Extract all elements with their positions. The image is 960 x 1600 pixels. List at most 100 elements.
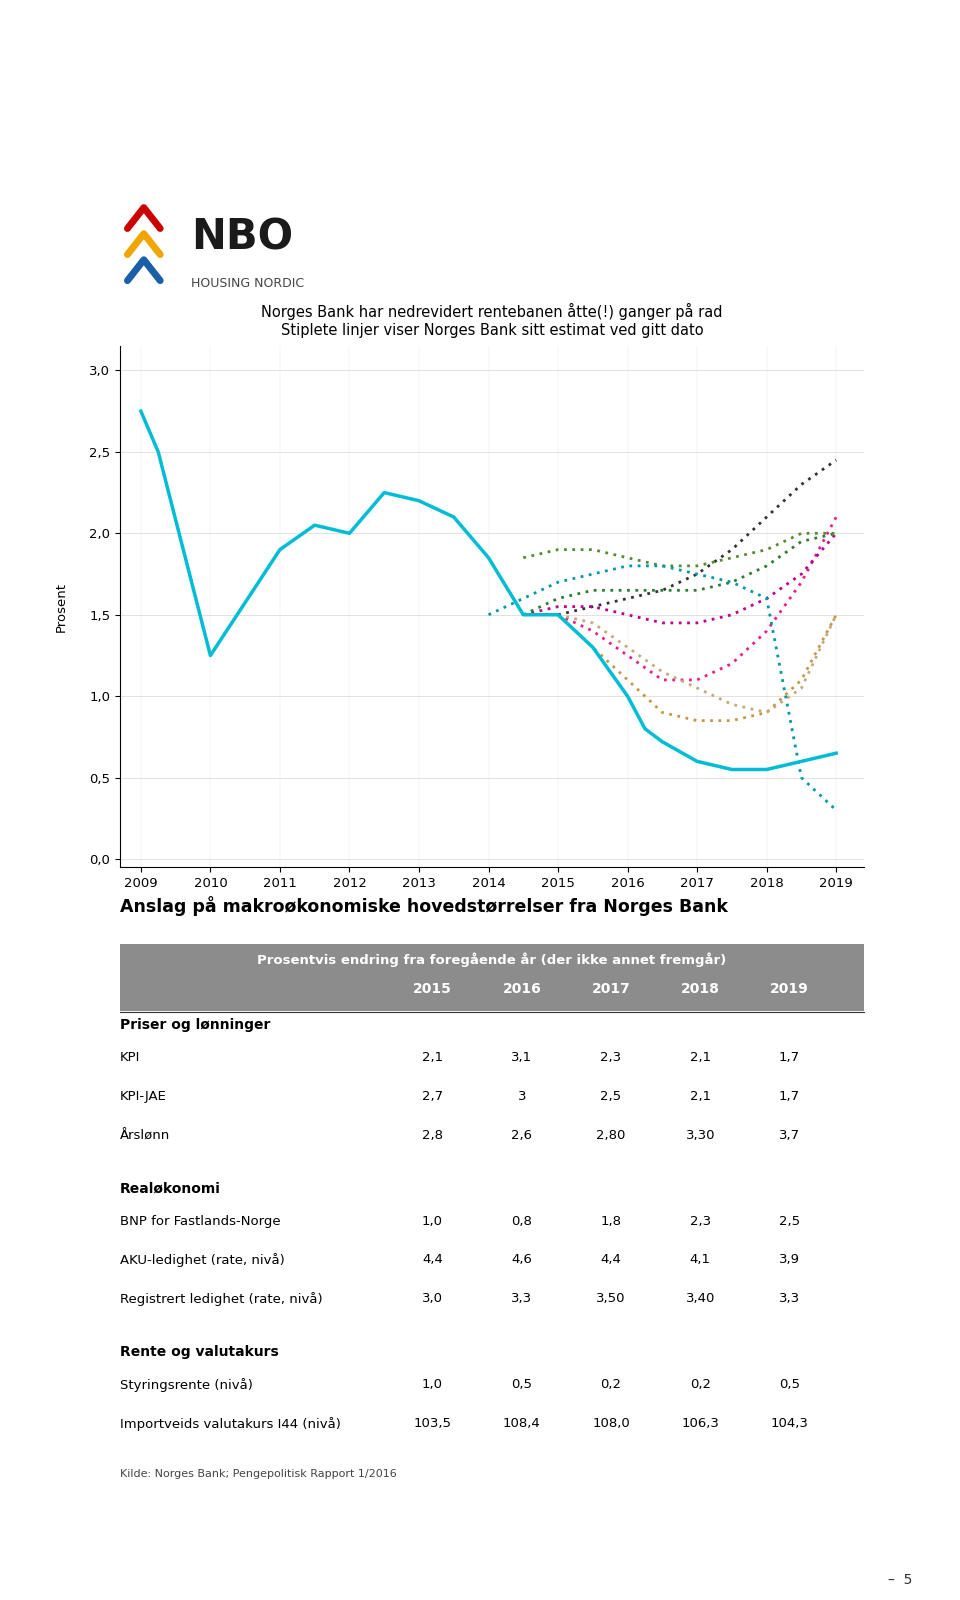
Text: 2,5: 2,5 xyxy=(600,1090,622,1104)
September 2015 xyxy=(552,605,564,624)
September 2014 xyxy=(726,573,737,592)
Text: 2,1: 2,1 xyxy=(689,1051,711,1064)
Juni 2015 xyxy=(726,694,737,714)
September 2014 xyxy=(622,581,634,600)
Text: Priser og lønninger: Priser og lønninger xyxy=(120,1018,271,1032)
Mars 2016 xyxy=(204,646,216,666)
Mars 2016 xyxy=(153,442,164,461)
September 2014 xyxy=(761,557,773,576)
Desember 2015 xyxy=(588,638,599,658)
Line: Mars 2016: Mars 2016 xyxy=(141,411,836,770)
Text: HOUSING NORDIC: HOUSING NORDIC xyxy=(191,277,303,290)
Mars 2015 xyxy=(830,451,842,470)
Text: Årslønn: Årslønn xyxy=(120,1130,170,1142)
September 2014 xyxy=(552,589,564,608)
Text: 3,30: 3,30 xyxy=(685,1130,715,1142)
Juni 2015 xyxy=(796,678,807,698)
Desember 2014 xyxy=(796,565,807,584)
Desember 2015 xyxy=(691,710,703,730)
Text: 3,40: 3,40 xyxy=(685,1293,715,1306)
Desember 2014 xyxy=(622,605,634,624)
Mars 2016 xyxy=(517,605,529,624)
Mars 2015 xyxy=(622,589,634,608)
Juni 2014 xyxy=(622,549,634,568)
Text: 0,5: 0,5 xyxy=(512,1378,532,1390)
Juni 2014 xyxy=(726,549,737,568)
Text: AKU-ledighet (rate, nivå): AKU-ledighet (rate, nivå) xyxy=(120,1253,285,1267)
Text: 108,4: 108,4 xyxy=(503,1416,540,1430)
September 2014 xyxy=(657,581,668,600)
Juni 2014 xyxy=(691,557,703,576)
Desember 2015 xyxy=(796,670,807,690)
Text: 1,7: 1,7 xyxy=(779,1051,801,1064)
Text: 2016: 2016 xyxy=(502,981,541,995)
Juni 2014 xyxy=(830,523,842,542)
Mars 2016 xyxy=(344,523,355,542)
Mars 2014 xyxy=(726,573,737,592)
September 2014 xyxy=(691,581,703,600)
September 2015 xyxy=(657,670,668,690)
Mars 2014 xyxy=(830,800,842,819)
Mars 2015 xyxy=(588,597,599,616)
Desember 2015 xyxy=(726,710,737,730)
Desember 2014 xyxy=(691,613,703,632)
September 2014 xyxy=(588,581,599,600)
Juni 2014 xyxy=(761,541,773,560)
Text: BNP for Fastlands-Norge: BNP for Fastlands-Norge xyxy=(120,1214,280,1227)
Mars 2014 xyxy=(761,589,773,608)
Text: 0,5: 0,5 xyxy=(780,1378,800,1390)
Desember 2014 xyxy=(657,613,668,632)
Text: 2,5: 2,5 xyxy=(779,1214,801,1227)
Mars 2015 xyxy=(552,605,564,624)
Line: September 2014: September 2014 xyxy=(523,533,836,614)
Text: 3,50: 3,50 xyxy=(596,1293,626,1306)
Text: 2015: 2015 xyxy=(413,981,452,995)
Text: 3,3: 3,3 xyxy=(511,1293,533,1306)
Mars 2015 xyxy=(691,565,703,584)
September 2015 xyxy=(830,507,842,526)
Mars 2016 xyxy=(622,686,634,706)
September 2015 xyxy=(691,670,703,690)
Text: 3,7: 3,7 xyxy=(779,1130,801,1142)
Mars 2016 xyxy=(309,515,321,534)
Mars 2014 xyxy=(691,565,703,584)
Mars 2015 xyxy=(726,541,737,560)
Mars 2016 xyxy=(830,744,842,763)
Text: 0,2: 0,2 xyxy=(601,1378,621,1390)
Text: Registrert ledighet (rate, nivå): Registrert ledighet (rate, nivå) xyxy=(120,1293,323,1306)
Text: Rente og valutakurs: Rente og valutakurs xyxy=(120,1344,278,1358)
Text: 3: 3 xyxy=(517,1090,526,1104)
Text: 2,8: 2,8 xyxy=(422,1130,443,1142)
Text: Anslag på makroøkonomiske hovedstørrelser fra Norges Bank: Anslag på makroøkonomiske hovedstørrelse… xyxy=(120,896,728,917)
Text: –  5: – 5 xyxy=(888,1573,912,1587)
Text: 0,2: 0,2 xyxy=(690,1378,710,1390)
Line: Mars 2014: Mars 2014 xyxy=(489,566,836,810)
Text: 0,8: 0,8 xyxy=(512,1214,532,1227)
Text: 4,1: 4,1 xyxy=(690,1253,710,1267)
Mars 2014 xyxy=(588,565,599,584)
Desember 2015 xyxy=(830,605,842,624)
Mars 2014 xyxy=(622,557,634,576)
Text: 2,1: 2,1 xyxy=(689,1090,711,1104)
Desember 2014 xyxy=(517,605,529,624)
Line: Juni 2015: Juni 2015 xyxy=(558,614,836,712)
Y-axis label: Prosent: Prosent xyxy=(55,582,68,632)
September 2014 xyxy=(796,531,807,550)
Desember 2014 xyxy=(588,597,599,616)
Mars 2016 xyxy=(413,491,424,510)
Mars 2016 xyxy=(726,760,737,779)
Juni 2015 xyxy=(552,605,564,624)
Text: 2,80: 2,80 xyxy=(596,1130,626,1142)
Bar xyxy=(120,944,864,1011)
Legend: Mars 2016, Desember 2015, September 2015, Juni 2015, Mars 2015, Desember 2014, S: Mars 2016, Desember 2015, September 2015… xyxy=(271,941,713,1002)
Juni 2015 xyxy=(830,605,842,624)
September 2015 xyxy=(726,654,737,674)
Line: Desember 2015: Desember 2015 xyxy=(558,614,836,720)
Juni 2015 xyxy=(588,613,599,632)
Mars 2014 xyxy=(796,768,807,787)
Mars 2016 xyxy=(657,733,668,752)
Desember 2015 xyxy=(761,702,773,722)
Text: 1,0: 1,0 xyxy=(422,1214,443,1227)
September 2015 xyxy=(761,621,773,640)
Text: Prosentvis endring fra foregående år (der ikke annet fremgår): Prosentvis endring fra foregående år (de… xyxy=(257,952,727,966)
